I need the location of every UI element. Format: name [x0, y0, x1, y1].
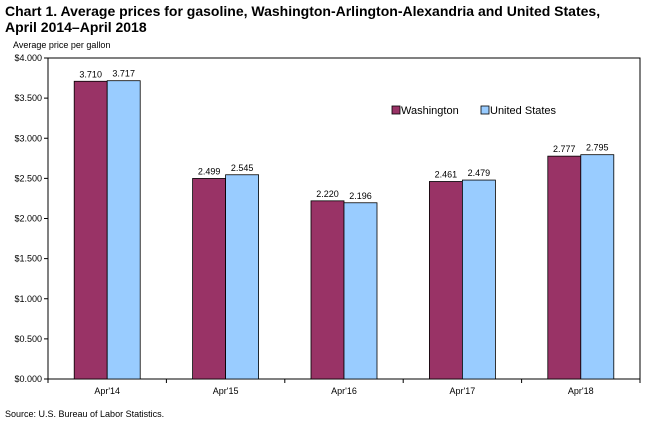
bar-washington: [428, 181, 463, 380]
legend-swatch: [480, 105, 490, 115]
legend-label: Washington: [401, 105, 459, 117]
data-label: 3.710: [79, 69, 102, 79]
legend-swatch: [391, 105, 401, 115]
bar-united-states: [106, 80, 141, 380]
y-tick-label: $2.500: [14, 173, 42, 183]
data-label: 2.196: [349, 191, 372, 201]
bar-washington: [73, 80, 108, 380]
x-tick-label: Apr'15: [213, 386, 239, 396]
bar-united-states: [580, 154, 615, 380]
data-label: 2.479: [468, 168, 491, 178]
x-tick-label: Apr'16: [331, 386, 357, 396]
y-tick-label: $1.000: [14, 294, 42, 304]
y-axis-label: Average price per gallon: [13, 40, 111, 50]
data-label: 2.795: [586, 143, 609, 153]
bar-washington: [192, 178, 227, 380]
y-tick-label: $3.000: [14, 133, 42, 143]
data-label: 2.545: [231, 163, 254, 173]
x-tick-label: Apr'18: [568, 386, 594, 396]
data-label: 2.461: [435, 170, 458, 180]
y-axis: $0.000 $0.500 $1.000 $1.500 $2.000 $2.500 $3.0…: [14, 53, 48, 384]
y-tick-label: $1.500: [14, 254, 42, 264]
legend: Washington United States: [391, 105, 557, 117]
data-label: 2.499: [198, 166, 221, 176]
data-label: 2.777: [553, 144, 576, 154]
bar-washington: [310, 200, 345, 380]
x-axis: Apr'14 Apr'15 Apr'16 Apr'17 Apr'18: [47, 379, 641, 396]
data-label: 3.717: [112, 69, 135, 79]
bar-united-states: [343, 202, 378, 380]
source-note: Source: U.S. Bureau of Labor Statistics.: [5, 409, 165, 419]
bar-united-states: [225, 174, 260, 380]
data-label: 2.220: [316, 189, 339, 199]
chart-title: Chart 1. Average prices for gasoline, Wa…: [5, 3, 601, 35]
bar-washington: [547, 155, 582, 380]
y-tick-label: $0.000: [14, 374, 42, 384]
y-tick-label: $0.500: [14, 334, 42, 344]
bar-united-states: [461, 179, 496, 380]
legend-label: United States: [490, 105, 557, 117]
bars: 3.710 3.717 2.499 2.545 2.220 2.196 2.461 2.479…: [73, 69, 615, 380]
y-tick-label: $2.000: [14, 214, 42, 224]
x-tick-label: Apr'17: [450, 386, 476, 396]
y-tick-label: $4.000: [14, 53, 42, 63]
x-tick-label: Apr'14: [94, 386, 120, 396]
y-tick-label: $3.500: [14, 93, 42, 103]
